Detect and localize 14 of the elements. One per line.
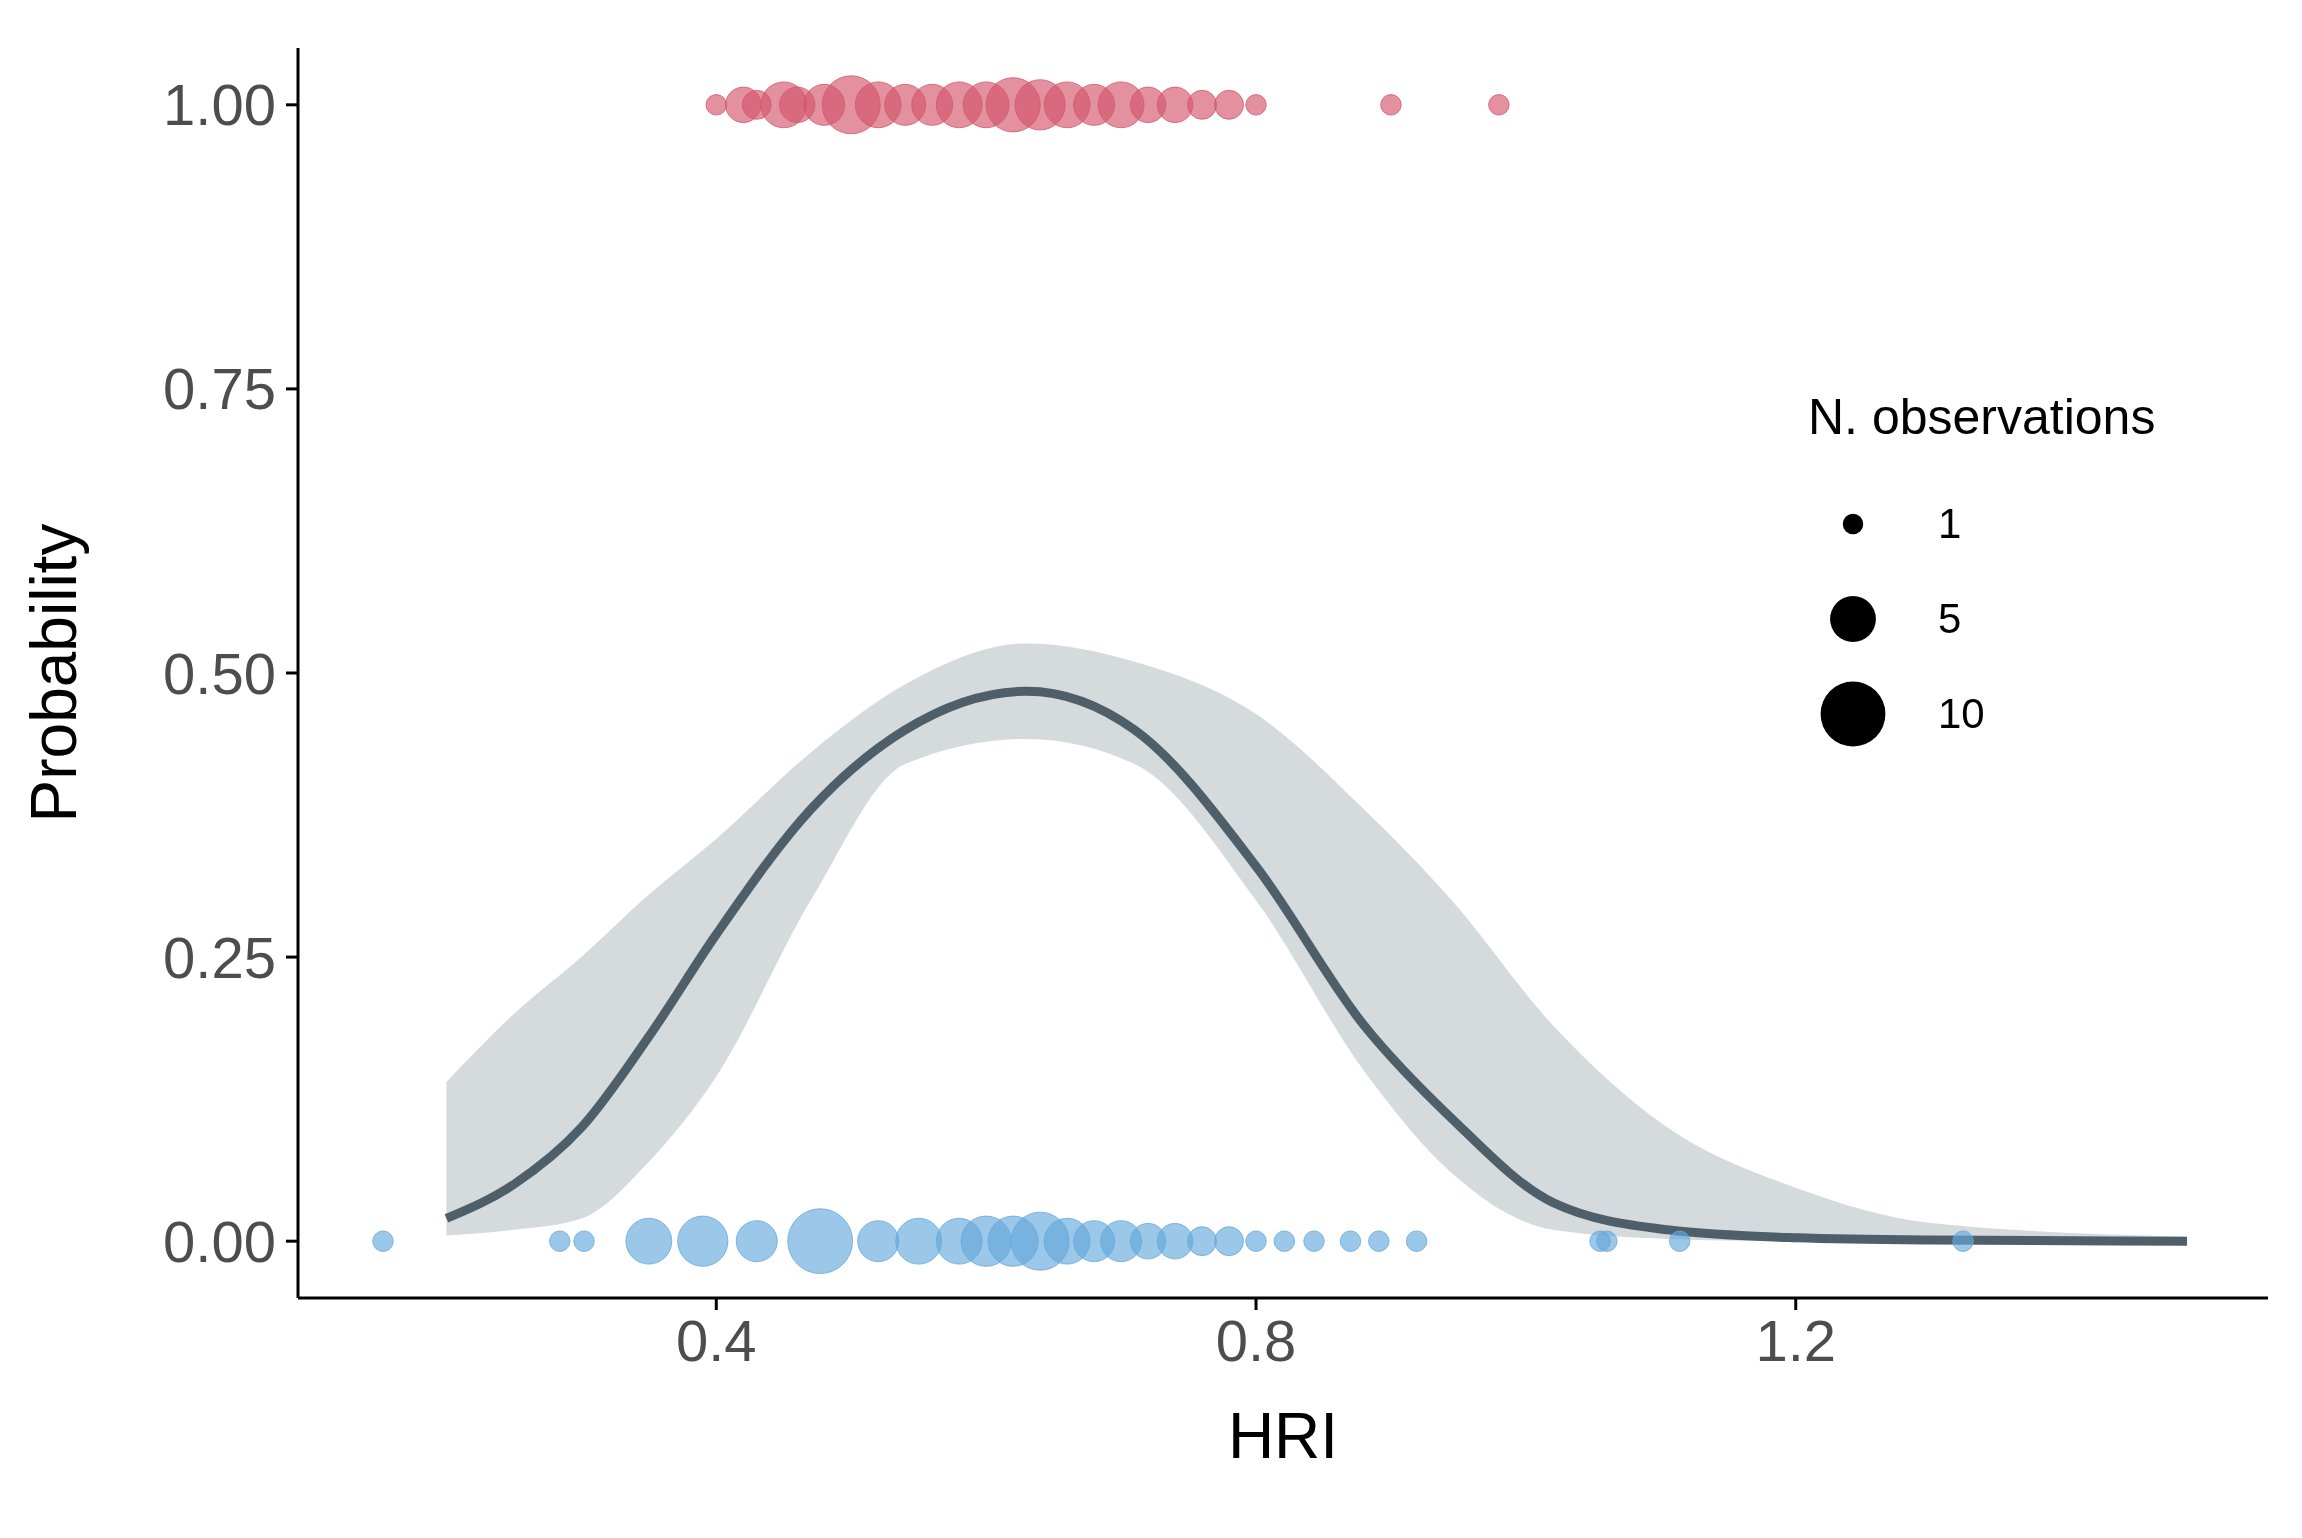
y-tick-label: 0.25	[163, 924, 276, 990]
y-tick-label: 1.00	[163, 72, 276, 138]
x-tick-label: 0.8	[1215, 1308, 1297, 1374]
legend-label: 1	[1938, 499, 1962, 548]
legend-title: N. observations	[1808, 388, 2157, 446]
legend-label: 5	[1938, 594, 1962, 643]
y-tick-label: 0.50	[163, 640, 276, 706]
y-tick-label: 0.00	[163, 1208, 276, 1274]
y-axis-title: Probability	[17, 523, 90, 823]
y-tick-label: 0.75	[163, 356, 276, 422]
x-tick-label: 0.4	[675, 1308, 757, 1374]
x-axis-title: HRI	[1227, 1400, 1339, 1472]
x-tick-label: 1.2	[1755, 1308, 1837, 1374]
legend-label: 10	[1938, 689, 1985, 738]
